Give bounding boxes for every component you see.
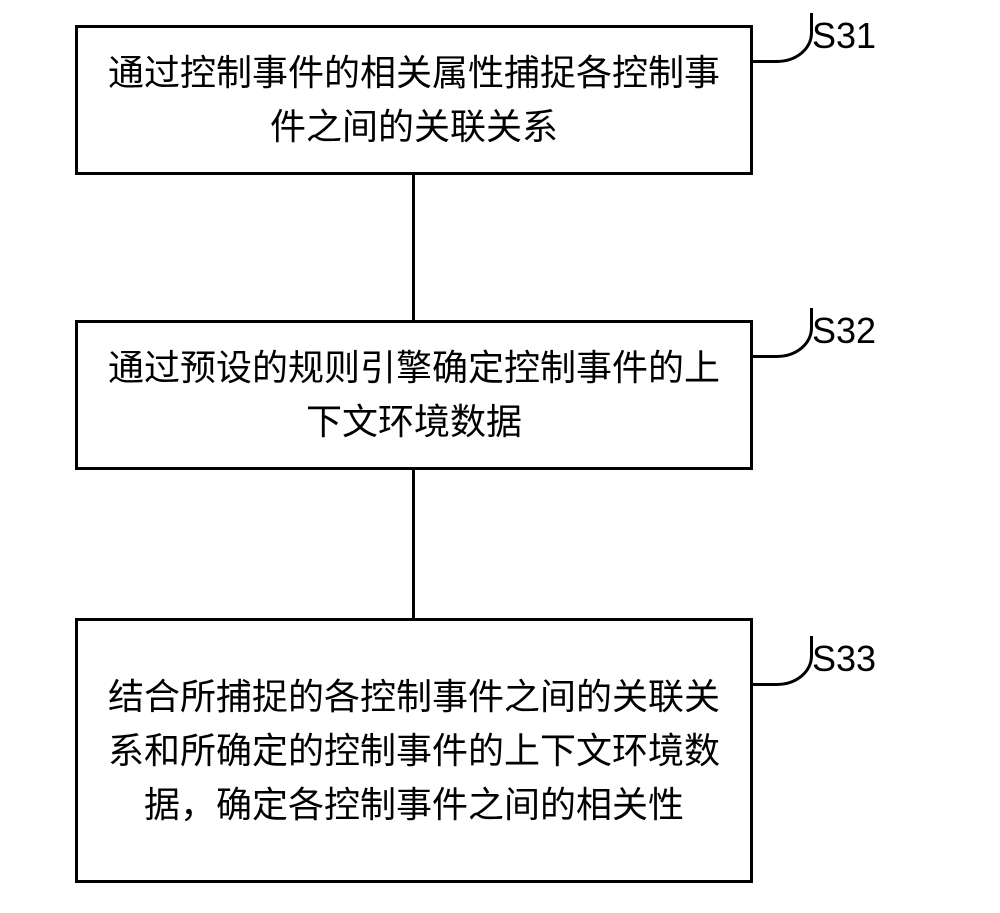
- connector-s31-s32: [412, 175, 415, 320]
- flowchart-container: 通过控制事件的相关属性捕捉各控制事件之间的关联关系 S31 通过预设的规则引擎确…: [0, 0, 1000, 913]
- label-s32: S32: [812, 310, 876, 352]
- node-s33-text: 结合所捕捉的各控制事件之间的关联关系和所确定的控制事件的上下文环境数据，确定各控…: [98, 670, 730, 832]
- label-curve-s32: [753, 308, 813, 358]
- node-s33: 结合所捕捉的各控制事件之间的关联关系和所确定的控制事件的上下文环境数据，确定各控…: [75, 618, 753, 883]
- node-s31-text: 通过控制事件的相关属性捕捉各控制事件之间的关联关系: [98, 46, 730, 154]
- node-s32-text: 通过预设的规则引擎确定控制事件的上下文环境数据: [98, 341, 730, 449]
- label-curve-s33: [753, 636, 813, 686]
- label-s33: S33: [812, 638, 876, 680]
- connector-s32-s33: [412, 470, 415, 618]
- node-s31: 通过控制事件的相关属性捕捉各控制事件之间的关联关系: [75, 25, 753, 175]
- label-s31: S31: [812, 15, 876, 57]
- label-curve-s31: [753, 13, 813, 63]
- node-s32: 通过预设的规则引擎确定控制事件的上下文环境数据: [75, 320, 753, 470]
